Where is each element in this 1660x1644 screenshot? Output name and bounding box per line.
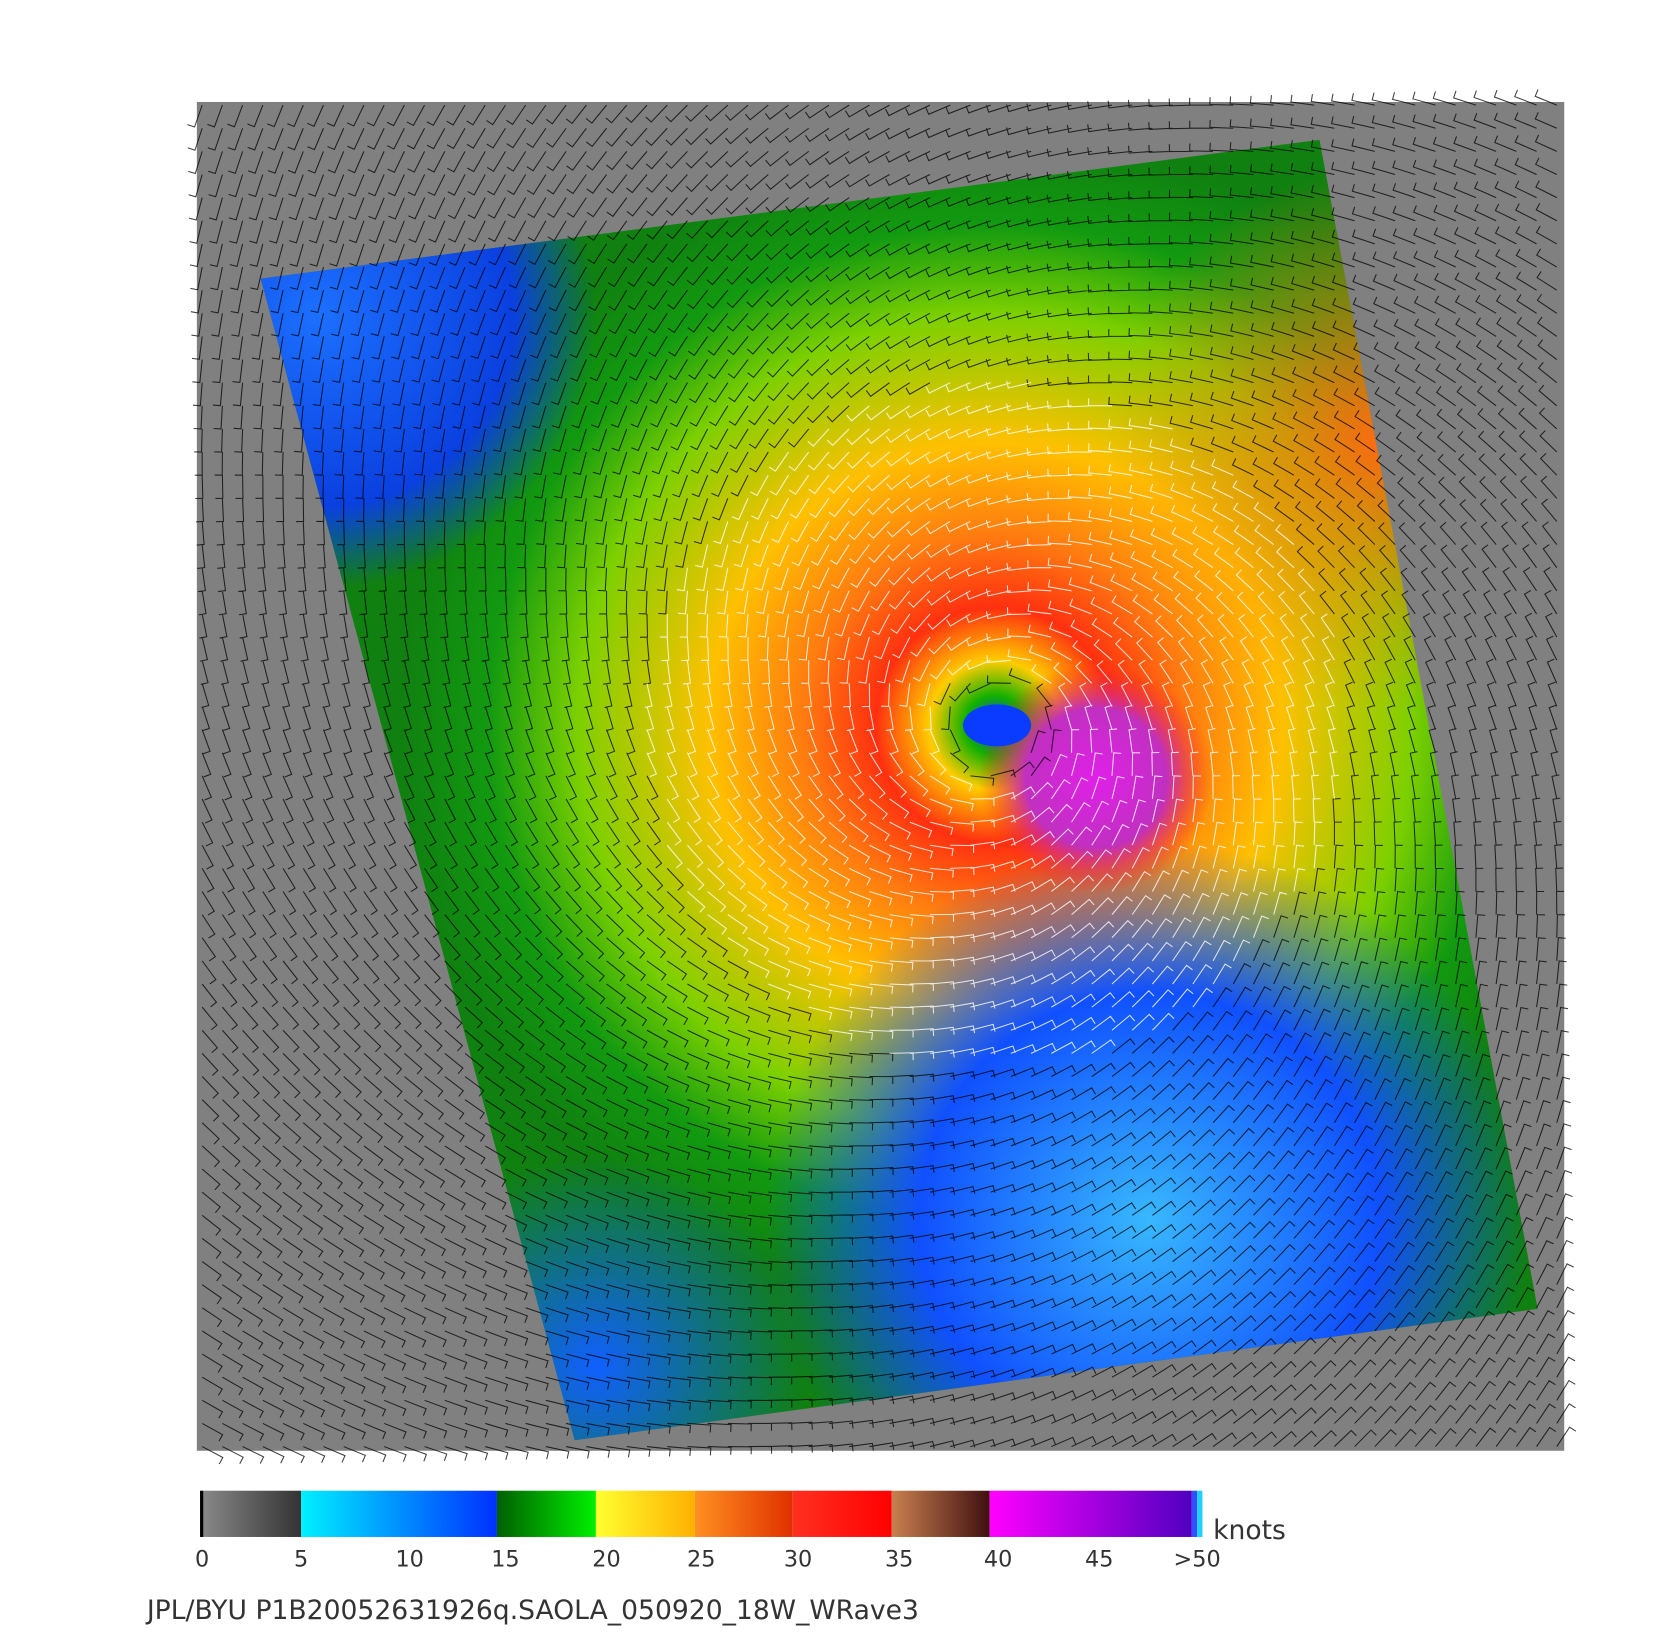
- wind-barbs-dark: [187, 89, 1577, 1465]
- colorbar-segment: [891, 1490, 990, 1537]
- colorbar-segment: [496, 1490, 596, 1537]
- storm-eye: [963, 704, 1032, 747]
- colorbar-tick-label: 40: [984, 1547, 1012, 1573]
- colorbar-segment: [694, 1490, 793, 1537]
- colorbar-tick-label: 30: [784, 1547, 812, 1573]
- colorbar-unit: knots: [1213, 1515, 1286, 1546]
- colorbar-segment: [301, 1490, 497, 1537]
- colorbar-tick-label: 20: [592, 1547, 620, 1573]
- colorbar-segment: [595, 1490, 695, 1537]
- wind-barbs-light: [644, 380, 1340, 1061]
- colorbar-tick-label: >50: [1174, 1547, 1221, 1573]
- colorbar-tick-label: 0: [195, 1547, 209, 1573]
- colorbar-tick-label: 15: [491, 1547, 519, 1573]
- colorbar-tick-label: 5: [294, 1547, 308, 1573]
- colorbar-segment: [792, 1490, 892, 1537]
- colorbar-segment: [200, 1490, 204, 1537]
- footer-caption: JPL/BYU P1B20052631926q.SAOLA_050920_18W…: [145, 1595, 919, 1626]
- colorbar: 0 5 10 15 20 25 30 35 40 45 >50 knots: [195, 1490, 1286, 1573]
- colorbar-segment: [202, 1490, 302, 1537]
- colorbar-tick-label: 25: [687, 1547, 715, 1573]
- colorbar-segment: [989, 1490, 1192, 1537]
- colorbar-tick-label: 45: [1085, 1547, 1113, 1573]
- colorbar-tick-label: 35: [885, 1547, 913, 1573]
- colorbar-segment: [1197, 1490, 1203, 1537]
- colorbar-tick-label: 10: [395, 1547, 423, 1573]
- wind-barbs: [187, 89, 1577, 1465]
- colorbar-ticks: 0 5 10 15 20 25 30 35 40 45 >50: [195, 1547, 1221, 1573]
- colorbar-segment: [1191, 1490, 1198, 1537]
